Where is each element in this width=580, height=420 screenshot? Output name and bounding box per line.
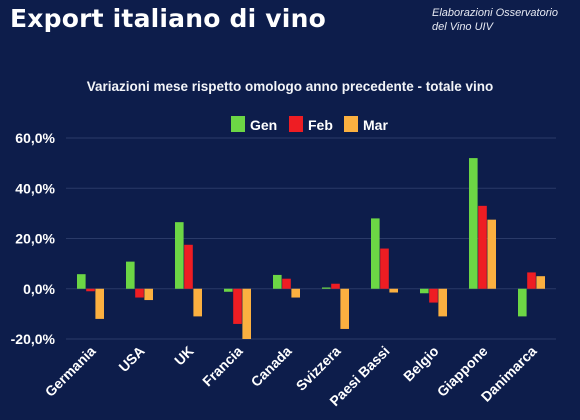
legend-swatch-mar <box>344 116 358 132</box>
bar-gen <box>77 274 86 289</box>
source-note: Elaborazioni Osservatorio del Vino UIV <box>432 6 570 34</box>
y-tick-label: 60,0% <box>15 130 55 146</box>
bar-gen <box>371 218 380 289</box>
bar-gen <box>273 274 282 289</box>
y-tick-label: 20,0% <box>15 231 55 247</box>
chart-title: Variazioni mese rispetto omologo anno pr… <box>86 79 494 94</box>
y-tick-label: 40,0% <box>15 180 55 196</box>
x-tick-label: Francia <box>199 343 246 390</box>
bar-mar <box>487 219 496 289</box>
y-tick-label: -20,0% <box>11 331 56 347</box>
source-line-2: del Vino UIV <box>432 21 493 33</box>
bar-mar <box>95 288 104 319</box>
bar-mar <box>536 276 545 289</box>
legend-swatch-gen <box>231 116 245 132</box>
legend-label-feb: Feb <box>308 117 333 133</box>
bar-gen <box>420 288 429 294</box>
bar-mar <box>193 288 202 317</box>
legend-label-mar: Mar <box>363 117 388 133</box>
x-tick-label: Canada <box>248 343 295 390</box>
bar-feb <box>478 205 487 289</box>
x-tick-label: Belgio <box>400 343 442 385</box>
bar-gen <box>518 288 527 317</box>
bar-feb <box>527 272 536 289</box>
x-tick-label: Svizzera <box>293 343 344 394</box>
bar-mar <box>340 288 349 329</box>
bar-gen <box>322 287 331 289</box>
y-tick-label: 0,0% <box>23 281 55 297</box>
bar-mar <box>389 288 398 293</box>
bar-mar <box>144 288 153 301</box>
bar-mar <box>291 288 300 298</box>
bar-mar <box>242 288 251 339</box>
bar-feb <box>429 288 438 303</box>
source-line-1: Elaborazioni Osservatorio <box>432 7 558 19</box>
x-tick-label: UK <box>171 343 197 369</box>
bar-feb <box>86 288 95 292</box>
bar-gen <box>175 222 184 289</box>
bar-gen <box>469 158 478 289</box>
bar-feb <box>282 278 291 289</box>
bar-gen <box>126 261 135 289</box>
bar-feb <box>233 288 242 324</box>
legend-swatch-feb <box>289 116 303 132</box>
legend-label-gen: Gen <box>250 117 277 133</box>
bar-mar <box>438 288 447 317</box>
page-title: Export italiano di vino <box>10 4 326 33</box>
bar-feb <box>135 288 144 298</box>
bar-feb <box>380 248 389 289</box>
x-tick-label: USA <box>115 343 147 375</box>
bar-feb <box>331 283 340 289</box>
bar-feb <box>184 244 193 289</box>
bar-gen <box>224 288 233 292</box>
x-tick-label: Germania <box>42 343 99 400</box>
